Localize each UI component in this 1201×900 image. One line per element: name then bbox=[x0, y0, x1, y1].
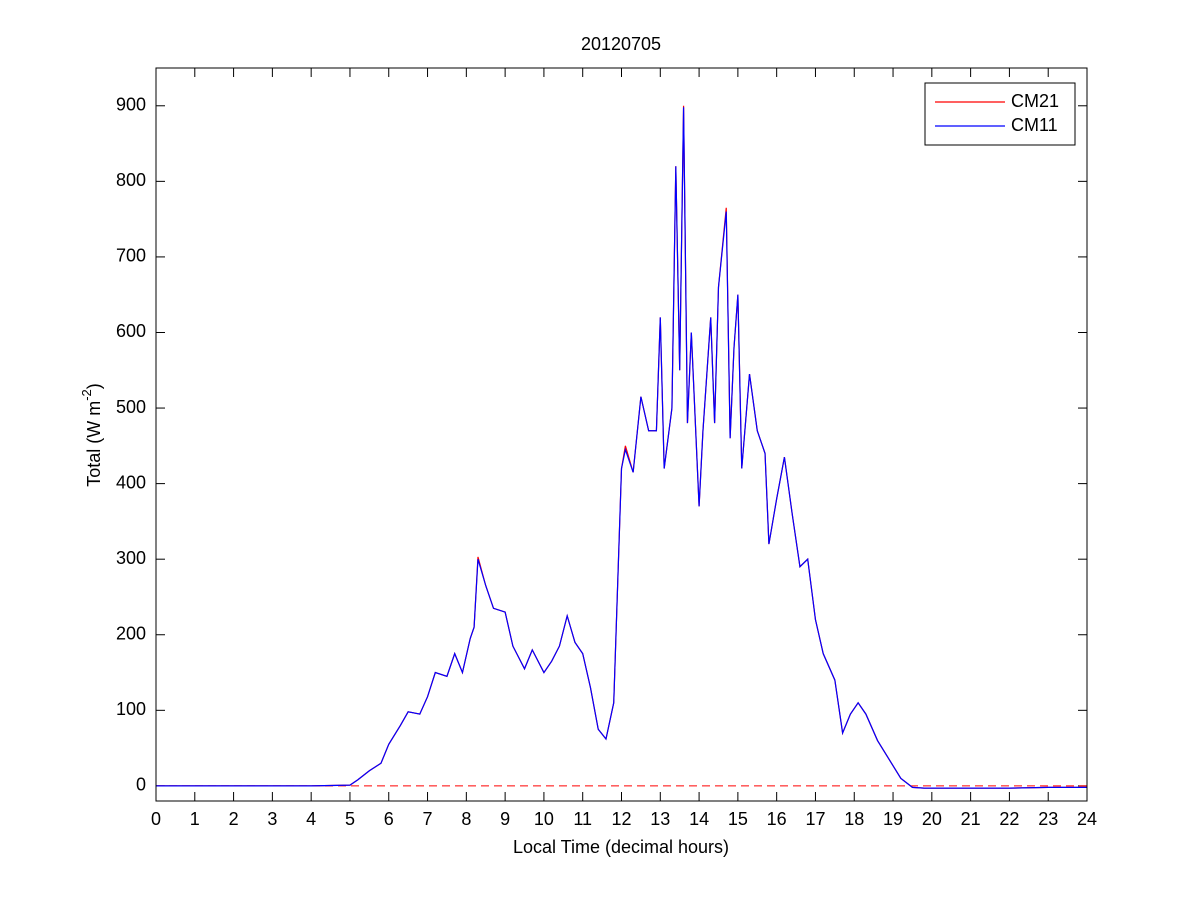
legend-label: CM11 bbox=[1011, 115, 1058, 135]
y-tick-label: 800 bbox=[116, 170, 146, 190]
x-tick-label: 14 bbox=[689, 809, 709, 829]
x-tick-label: 11 bbox=[573, 809, 592, 829]
x-tick-label: 7 bbox=[423, 809, 433, 829]
chart-title: 20120705 bbox=[581, 34, 661, 54]
y-label-end: ) bbox=[84, 383, 104, 389]
y-label-main: Total (W m bbox=[84, 401, 104, 487]
y-tick-label: 600 bbox=[116, 321, 146, 341]
x-tick-label: 5 bbox=[345, 809, 355, 829]
y-label-sup: -2 bbox=[79, 389, 94, 401]
series-line bbox=[156, 107, 1087, 789]
x-tick-label: 23 bbox=[1038, 809, 1058, 829]
x-tick-label: 3 bbox=[267, 809, 277, 829]
y-tick-label: 300 bbox=[116, 548, 146, 568]
x-tick-label: 10 bbox=[534, 809, 554, 829]
x-tick-label: 17 bbox=[805, 809, 825, 829]
y-tick-label: 0 bbox=[136, 775, 146, 795]
legend-box bbox=[924, 82, 1076, 146]
x-axis-label: Local Time (decimal hours) bbox=[513, 837, 729, 857]
x-tick-label: 13 bbox=[650, 809, 670, 829]
y-axis-label: Total (W m-2) bbox=[79, 383, 103, 487]
x-tick-label: 15 bbox=[728, 809, 748, 829]
x-tick-label: 22 bbox=[999, 809, 1019, 829]
x-tick-label: 19 bbox=[883, 809, 903, 829]
x-tick-label: 0 bbox=[151, 809, 161, 829]
x-tick-label: 18 bbox=[844, 809, 864, 829]
y-tick-label: 400 bbox=[116, 472, 146, 492]
y-tick-label: 700 bbox=[116, 246, 146, 266]
y-tick-label: 200 bbox=[116, 624, 146, 644]
x-tick-label: 1 bbox=[190, 809, 200, 829]
x-tick-label: 4 bbox=[306, 809, 316, 829]
x-tick-label: 6 bbox=[384, 809, 394, 829]
x-tick-label: 20 bbox=[922, 809, 942, 829]
x-tick-label: 21 bbox=[961, 809, 981, 829]
x-tick-label: 8 bbox=[461, 809, 471, 829]
x-tick-label: 24 bbox=[1077, 809, 1097, 829]
x-tick-label: 12 bbox=[611, 809, 631, 829]
y-tick-label: 900 bbox=[116, 95, 146, 115]
x-tick-label: 16 bbox=[767, 809, 787, 829]
x-tick-label: 2 bbox=[229, 809, 239, 829]
y-tick-label: 500 bbox=[116, 397, 146, 417]
plot-frame bbox=[155, 67, 1088, 802]
legend-label: CM21 bbox=[1011, 91, 1059, 111]
x-tick-label: 9 bbox=[500, 809, 510, 829]
y-tick-label: 100 bbox=[116, 699, 146, 719]
